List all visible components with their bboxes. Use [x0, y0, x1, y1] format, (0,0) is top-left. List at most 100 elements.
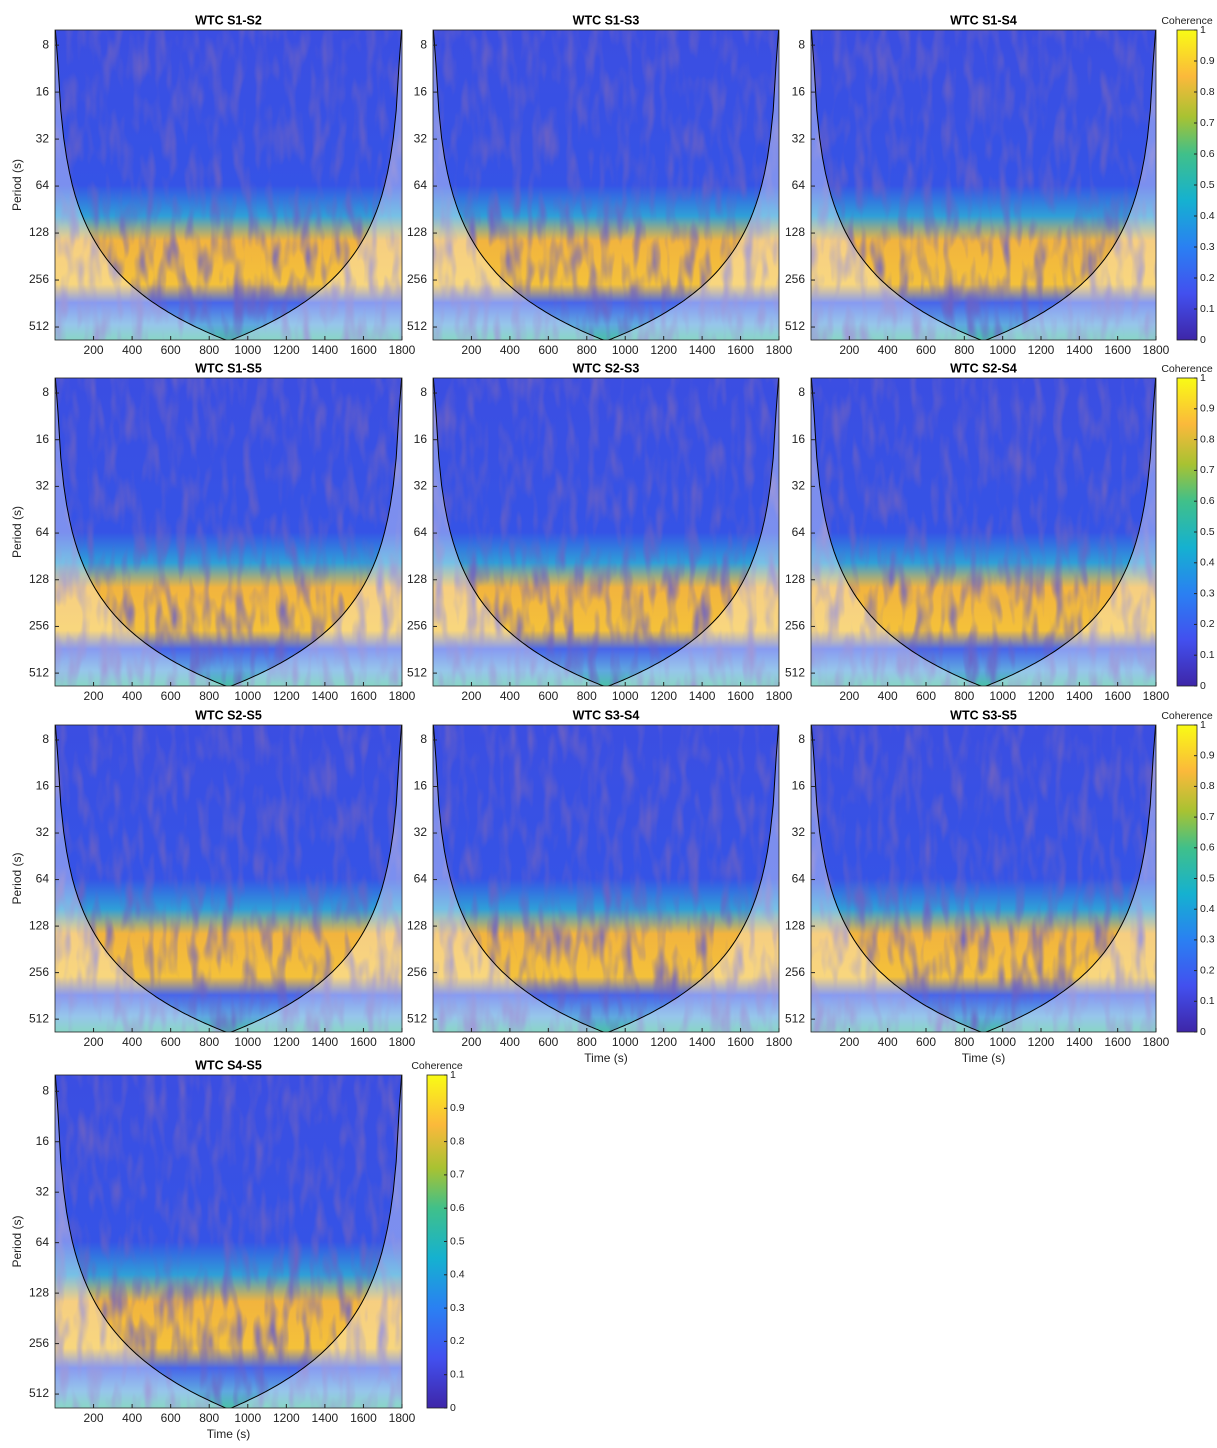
x-tick-label: 1000: [234, 343, 261, 357]
chart-title: WTC S4-S5: [195, 1058, 262, 1072]
chart-title: WTC S1-S3: [573, 13, 640, 27]
colorbar-tick-label: 0.5: [1200, 179, 1215, 191]
x-tick-label: 200: [461, 1035, 481, 1049]
colorbar-tick-label: 0.5: [450, 1235, 465, 1247]
plot-frame: [810, 29, 1157, 341]
outside-cone-shade: [55, 378, 402, 686]
x-tick-label: 1200: [1028, 689, 1055, 703]
x-tick-label: 1400: [312, 689, 339, 703]
colorbar-tick-label: 0.4: [1200, 210, 1215, 222]
colorbar-tick-label: 0.1: [1200, 303, 1215, 315]
y-tick-label: 8: [798, 385, 805, 399]
y-tick-label: 256: [785, 619, 805, 633]
y-tick-label: 128: [785, 572, 805, 586]
x-tick-label: 1200: [650, 1035, 677, 1049]
x-tick-label: 400: [878, 689, 898, 703]
y-tick-label: 256: [407, 619, 427, 633]
y-tick-label: 64: [36, 872, 50, 886]
y-tick-label: 256: [407, 272, 427, 286]
y-tick-label: 32: [414, 131, 428, 145]
x-tick-label: 1400: [689, 1035, 716, 1049]
y-tick-label: 64: [414, 525, 428, 539]
x-tick-label: 1800: [766, 1035, 793, 1049]
y-tick-label: 64: [36, 178, 50, 192]
cone-of-influence: [433, 378, 779, 686]
x-tick-label: 1200: [650, 343, 677, 357]
colorbar-tick-label: 0.9: [1200, 749, 1215, 761]
y-tick-label: 64: [36, 525, 50, 539]
y-tick-label: 64: [792, 178, 806, 192]
x-tick-label: 1200: [273, 689, 300, 703]
x-tick-label: 1600: [350, 343, 377, 357]
x-tick-label: 800: [199, 343, 219, 357]
y-tick-label: 256: [29, 619, 49, 633]
x-tick-label: 400: [500, 1035, 520, 1049]
x-tick-label: 400: [122, 1411, 142, 1425]
x-tick-label: 600: [161, 343, 181, 357]
x-tick-label: 800: [199, 1411, 219, 1425]
y-tick-label: 128: [785, 225, 805, 239]
x-tick-label: 800: [954, 689, 974, 703]
cone-of-influence: [433, 725, 779, 1032]
colorbar-tick-label: 0: [450, 1402, 456, 1414]
chart-title: WTC S1-S4: [950, 13, 1017, 27]
x-tick-label: 1600: [727, 689, 754, 703]
x-tick-label: 1200: [273, 1035, 300, 1049]
y-tick-label: 16: [36, 1134, 50, 1148]
outside-cone-shade: [811, 30, 1156, 340]
cone-of-influence: [55, 30, 402, 340]
x-tick-label: 200: [839, 1035, 859, 1049]
plot-area: [55, 378, 402, 686]
colorbar-tick-label: 0.6: [1200, 148, 1215, 160]
x-tick-label: 1800: [389, 1411, 416, 1425]
y-tick-label: 512: [29, 319, 49, 333]
chart-title: WTC S1-S2: [195, 13, 262, 27]
colorbar-tick-label: 0.9: [1200, 403, 1215, 415]
x-tick-label: 1400: [1066, 1035, 1093, 1049]
x-tick-label: 1000: [234, 1035, 261, 1049]
colorbar-tick-label: 0.4: [450, 1269, 465, 1281]
y-tick-label: 512: [407, 319, 427, 333]
x-tick-label: 1600: [350, 1411, 377, 1425]
x-tick-label: 200: [461, 343, 481, 357]
y-tick-label: 16: [792, 84, 806, 98]
y-tick-label: 16: [792, 779, 806, 793]
x-tick-label: 400: [878, 1035, 898, 1049]
cone-of-influence: [811, 725, 1156, 1032]
x-tick-label: 1000: [612, 1035, 639, 1049]
cone-of-influence: [811, 30, 1156, 340]
outside-cone-shade: [55, 725, 402, 1032]
colorbar-tick-label: 0.1: [1200, 995, 1215, 1007]
plot-frame: [810, 724, 1157, 1033]
cone-of-influence: [811, 378, 1156, 686]
x-tick-label: 1600: [350, 689, 377, 703]
y-tick-label: 128: [29, 1285, 49, 1299]
plot-area: [433, 378, 779, 686]
colorbar-tick-label: 0.2: [1200, 618, 1215, 630]
y-tick-label: 64: [792, 872, 806, 886]
x-axis-label: Time (s): [584, 1051, 628, 1065]
x-tick-label: 800: [577, 689, 597, 703]
heatmap-texture: [433, 30, 779, 340]
plot-frame: [432, 724, 780, 1033]
y-tick-label: 32: [36, 825, 50, 839]
x-tick-label: 600: [161, 1411, 181, 1425]
colorbar-label: Coherence: [1161, 363, 1213, 375]
colorbar-label: Coherence: [1161, 710, 1213, 722]
y-tick-label: 64: [792, 525, 806, 539]
y-tick-label: 32: [792, 131, 806, 145]
colorbar-tick-label: 0.7: [1200, 117, 1215, 129]
outside-cone-shade: [55, 1075, 402, 1408]
x-tick-label: 1200: [1028, 343, 1055, 357]
y-tick-label: 64: [414, 178, 428, 192]
colorbar-tick-label: 1: [1200, 719, 1206, 731]
x-tick-label: 1400: [689, 689, 716, 703]
y-axis-label: Period (s): [10, 1215, 24, 1267]
x-tick-label: 400: [122, 689, 142, 703]
x-tick-label: 600: [538, 689, 558, 703]
y-tick-label: 16: [36, 432, 50, 446]
x-tick-label: 1600: [727, 343, 754, 357]
x-tick-label: 1000: [234, 1411, 261, 1425]
colorbar-tick-label: 0.3: [450, 1302, 465, 1314]
x-tick-label: 200: [84, 343, 104, 357]
